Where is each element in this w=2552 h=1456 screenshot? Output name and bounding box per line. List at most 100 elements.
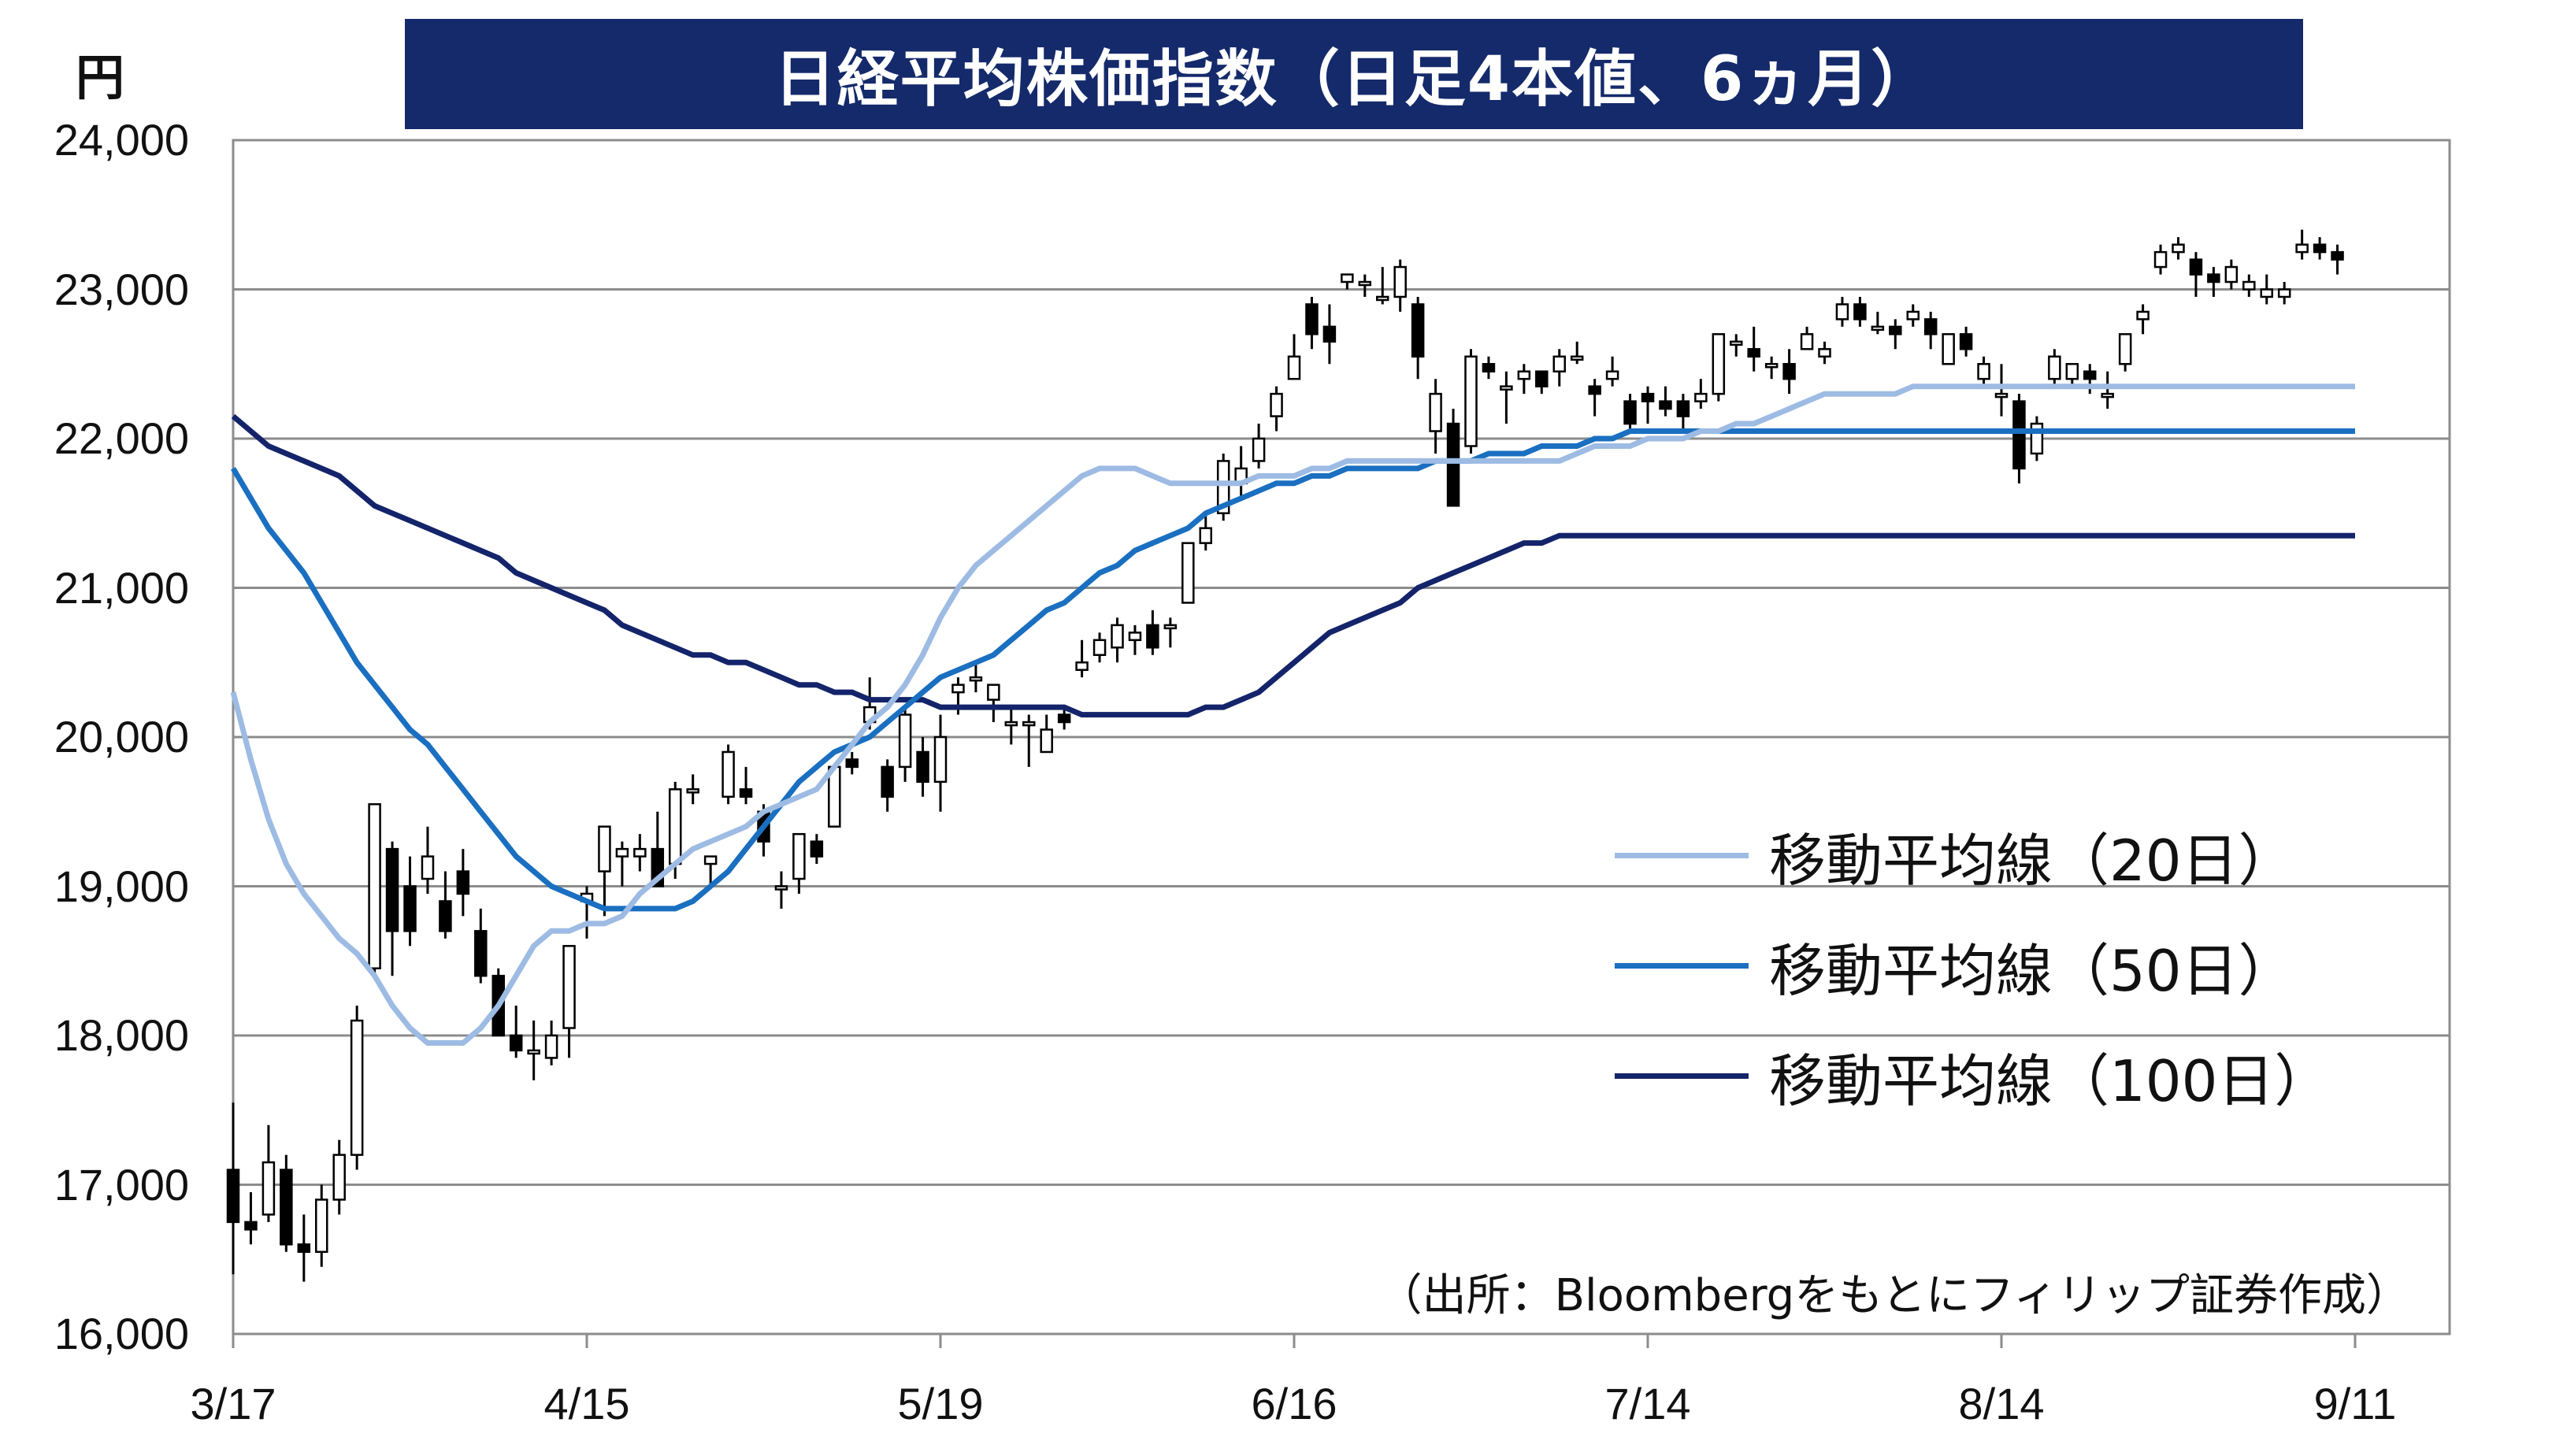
candle-body — [1429, 392, 1442, 432]
candle-body — [262, 1161, 276, 1216]
candle — [1818, 341, 1831, 365]
candle — [368, 803, 381, 976]
candle — [544, 1021, 558, 1065]
candle — [933, 714, 948, 812]
candle — [1570, 341, 1584, 365]
y-tick-label: 18,000 — [54, 1010, 189, 1060]
candle-body — [332, 1154, 346, 1201]
candle — [633, 834, 647, 872]
candle-body — [2260, 288, 2273, 298]
candle — [1782, 349, 1796, 395]
candle-body — [1411, 303, 1425, 358]
candle — [2242, 274, 2256, 297]
candle — [1216, 453, 1230, 521]
legend-item-ma50: 移動平均線（50日） — [1615, 926, 2295, 1005]
candle — [792, 832, 806, 894]
candle-body — [1092, 639, 1107, 657]
candle — [1659, 386, 1672, 417]
candle-body — [2295, 243, 2309, 254]
candle — [881, 759, 894, 812]
candle-body — [1252, 437, 1266, 462]
candle — [1906, 304, 1920, 327]
candle — [1040, 714, 1053, 754]
candle — [1517, 364, 1531, 395]
candle — [562, 945, 576, 1058]
candle-body — [2277, 288, 2291, 298]
candle-body — [439, 900, 452, 932]
y-tick-label: 22,000 — [54, 413, 189, 463]
chart-title: 日経平均株価指数（日足4本値、6ヵ月） — [773, 44, 1934, 115]
candle-body — [792, 832, 806, 880]
candle — [598, 825, 611, 917]
candle — [315, 1184, 328, 1267]
legend-item-ma20: 移動平均線（20日） — [1615, 816, 2295, 895]
candle — [421, 826, 435, 894]
candle — [1552, 349, 1566, 387]
y-tick-label: 16,000 — [54, 1309, 189, 1358]
candle-body — [2207, 273, 2220, 283]
source-note: （出所：Bloombergをもとにフィリップ証券作成） — [1378, 1270, 2410, 1321]
candle — [2189, 252, 2203, 297]
y-tick-label: 20,000 — [54, 712, 189, 761]
candle — [1800, 326, 1814, 350]
candle — [1004, 707, 1018, 745]
candle-body — [244, 1221, 258, 1231]
candle-body — [1075, 661, 1089, 671]
ma100-line — [231, 413, 2355, 718]
candle-body — [544, 1034, 558, 1059]
candle — [2065, 363, 2079, 387]
candle-body — [2065, 363, 2079, 380]
candle-body — [421, 855, 435, 880]
candle — [580, 886, 594, 939]
candle — [1163, 617, 1178, 648]
candle-body — [1835, 303, 1849, 320]
candle-body — [2331, 250, 2344, 261]
x-tick-marks — [232, 1334, 2357, 1348]
x-tick-label: 8/14 — [1958, 1379, 2045, 1428]
candle-body — [2313, 243, 2327, 254]
candle — [1588, 379, 1601, 417]
candle-body — [898, 713, 912, 769]
candle — [774, 871, 788, 909]
candle-body — [2136, 310, 2150, 320]
candle-body — [881, 765, 894, 798]
candle — [1871, 311, 1885, 335]
candle — [1959, 326, 1973, 357]
candle — [1889, 319, 1902, 350]
candle — [1075, 639, 1089, 678]
candle-body — [297, 1243, 311, 1254]
candle-body — [951, 684, 965, 694]
candle-body — [1358, 280, 1372, 287]
candle — [2083, 364, 2097, 395]
candle-body — [1464, 355, 1478, 447]
candle — [262, 1124, 276, 1222]
candle — [1446, 409, 1460, 507]
candle — [1358, 274, 1372, 297]
candle-body — [1959, 333, 1973, 350]
candle — [1464, 349, 1478, 454]
candle-body — [368, 803, 381, 969]
candle-body — [2242, 280, 2256, 291]
candle — [615, 841, 629, 887]
candle — [527, 1021, 540, 1080]
x-tick-label: 4/15 — [543, 1379, 630, 1428]
candle-body — [1270, 392, 1283, 417]
candle-body — [774, 885, 788, 891]
candle-body — [2030, 422, 2044, 455]
candle — [474, 908, 488, 984]
candle — [651, 811, 665, 887]
candle — [2331, 244, 2344, 275]
candle-body — [527, 1049, 540, 1055]
candle — [509, 1006, 523, 1058]
candle — [1322, 304, 1337, 365]
candle-body — [1800, 333, 1814, 350]
ma50-line — [230, 428, 2355, 912]
candle-body — [703, 855, 718, 865]
candles — [226, 229, 2344, 1282]
candle-body — [1747, 348, 1760, 358]
candle — [2224, 259, 2239, 290]
candle — [1057, 707, 1071, 730]
candle-body — [1605, 370, 1619, 380]
legend-swatch-ma50 — [1615, 962, 1749, 969]
